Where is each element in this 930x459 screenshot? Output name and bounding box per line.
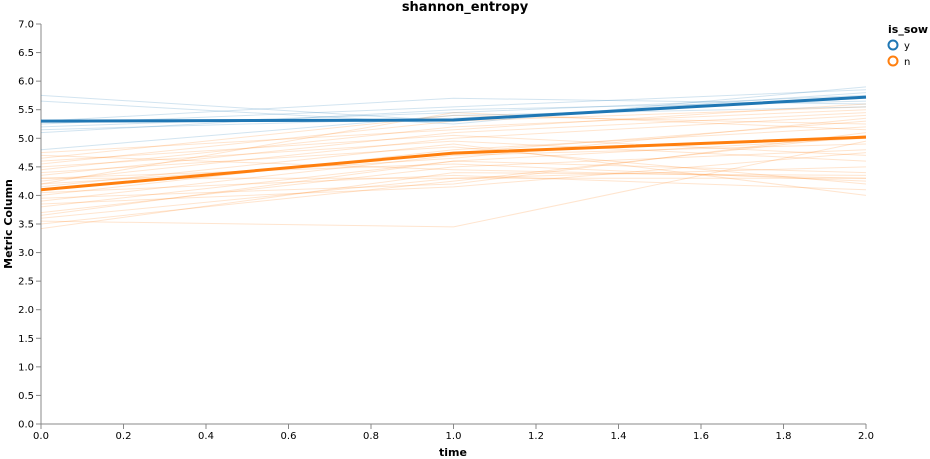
y-tick-label: 3.0 <box>18 248 34 259</box>
individual-line-n <box>40 143 867 196</box>
individual-line-n <box>40 132 867 199</box>
individual-line-y <box>40 100 867 134</box>
individual-line-n <box>40 160 867 216</box>
legend: is_sow y n <box>887 23 928 69</box>
individual-line-y <box>40 106 867 151</box>
plot-area: 0.0 0.2 0.4 0.6 0.8 1.0 1.2 1.4 1.6 1.8 2.0 0.0 0.5 1… <box>18 20 874 443</box>
individual-line-n <box>40 103 867 154</box>
x-tick-label: 0.8 <box>363 431 379 442</box>
individual-line-y <box>40 97 867 122</box>
x-tick-label: 0.2 <box>116 431 132 442</box>
legend-symbol-n <box>887 55 899 67</box>
y-tick-label: 1.5 <box>18 334 34 345</box>
individual-line-n <box>40 149 867 214</box>
y-tick-label: 2.0 <box>18 305 34 316</box>
y-tick-label: 2.5 <box>18 277 34 288</box>
individual-line-n <box>40 112 867 176</box>
legend-label-y: y <box>904 41 910 52</box>
y-axis-title: Metric Column <box>2 179 15 269</box>
individual-line-n <box>40 174 867 194</box>
individual-line-n <box>40 166 867 219</box>
legend-label-n: n <box>904 57 910 68</box>
individual-line-n <box>40 117 867 185</box>
legend-item-y[interactable]: y <box>887 39 911 53</box>
individual-line-y <box>40 89 867 125</box>
individual-line-n <box>40 114 867 182</box>
y-tick-label: 6.5 <box>18 48 34 59</box>
y-tick-label: 4.5 <box>18 162 34 173</box>
x-tick-label: 1.4 <box>611 431 627 442</box>
individual-line-n <box>40 163 867 182</box>
y-tick-label: 0.0 <box>18 420 34 431</box>
y-tick-label: 4.0 <box>18 191 34 202</box>
chart-title: shannon_entropy <box>402 0 529 15</box>
x-tick-label: 1.6 <box>693 431 709 442</box>
individual-line-n <box>40 137 867 208</box>
y-tick-label: 5.0 <box>18 134 34 145</box>
x-tick-label: 1.0 <box>446 431 462 442</box>
individual-line-n <box>40 112 867 185</box>
individual-line-n <box>40 114 867 159</box>
individual-line-n <box>40 140 867 168</box>
y-tick-label: 7.0 <box>18 20 34 31</box>
y-tick-label: 0.5 <box>18 391 34 402</box>
y-tick-label: 3.5 <box>18 220 34 231</box>
x-axis-title: time <box>439 446 467 459</box>
x-tick-label: 1.8 <box>776 431 792 442</box>
individual-line-n <box>40 134 867 225</box>
legend-item-n[interactable]: n <box>887 55 911 69</box>
individual-line-n <box>40 134 867 162</box>
individual-line-n <box>40 154 867 179</box>
individual-line-n <box>40 126 867 196</box>
legend-title: is_sow <box>888 23 928 36</box>
mean-line-y[interactable] <box>40 95 867 123</box>
y-tick-label: 6.0 <box>18 77 34 88</box>
y-tick-label: 5.5 <box>18 105 34 116</box>
individual-line-n <box>40 143 867 202</box>
x-tick-label: 0.6 <box>281 431 297 442</box>
individual-line-n <box>40 140 867 228</box>
individual-line-n <box>40 109 867 171</box>
x-tick-label: 0.4 <box>198 431 214 442</box>
x-tick-label: 1.2 <box>528 431 544 442</box>
y-tick-label: 1.0 <box>18 362 34 373</box>
individual-line-n <box>40 172 867 230</box>
x-tick-label: 0.0 <box>33 431 49 442</box>
individual-line-n <box>40 146 867 185</box>
legend-symbol-y <box>887 39 899 51</box>
individual-line-y <box>40 86 867 125</box>
individual-line-n <box>40 152 867 205</box>
mean-line-n[interactable] <box>40 135 867 192</box>
x-tick-label: 2.0 <box>858 431 874 442</box>
